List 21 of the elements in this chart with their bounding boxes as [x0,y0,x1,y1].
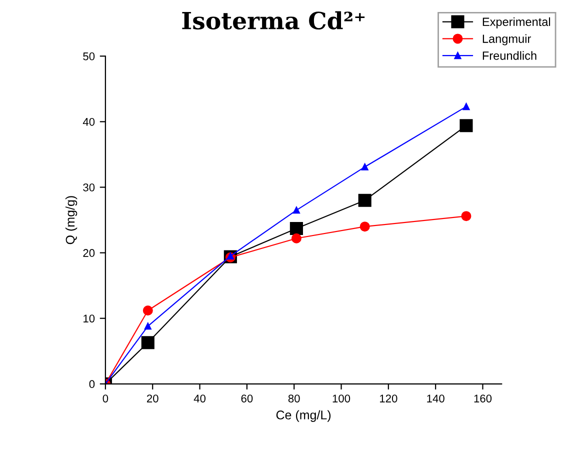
x-tick-label: 140 [427,394,444,402]
legend-label: Freundlich [482,51,536,60]
y-tick-label: 20 [83,249,95,257]
y-tick-label: 50 [83,52,95,60]
y-tick-label: 10 [84,314,95,322]
legend-label: Langmuir [482,34,531,46]
x-tick-label: 40 [194,394,206,402]
y-tick-label: 30 [83,184,95,192]
x-tick-label: 160 [474,394,492,402]
x-tick-label: 120 [380,394,398,402]
x-tick-label: 0 [102,394,108,402]
x-tick-label: 60 [241,394,253,402]
legend-label: Experimental [482,17,550,28]
x-tick-label: 100 [332,394,350,402]
x-axis-title: Ce (mg/L) [276,410,331,422]
y-tick-label: 0 [89,380,95,388]
y-tick-label: 40 [82,118,95,126]
chart-title: Isoterma Cd²⁺ [182,11,365,30]
x-tick-label: 80 [288,394,300,402]
x-tick-label: 20 [146,394,158,402]
y-axis-title: Q (mg/g) [65,196,78,244]
